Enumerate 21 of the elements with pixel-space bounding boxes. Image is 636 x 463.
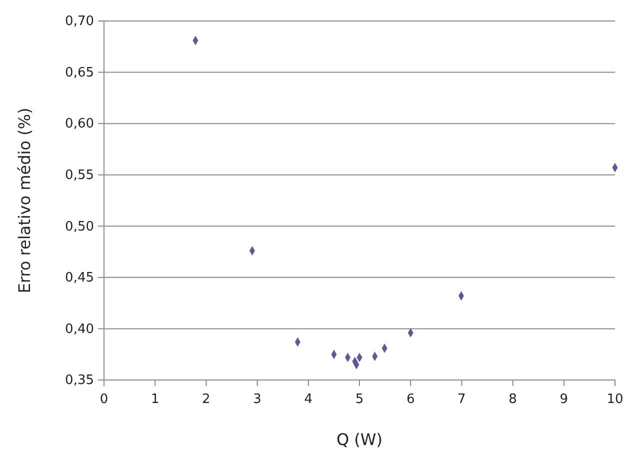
x-tick-label: 0 <box>100 392 108 408</box>
y-tick-label: 0,35 <box>65 373 94 388</box>
x-tick-label: 5 <box>355 392 364 408</box>
y-tick-label: 0,40 <box>65 322 94 337</box>
x-tick-label: 9 <box>560 392 568 408</box>
x-tick-label: 3 <box>253 392 262 408</box>
x-tick-label: 7 <box>458 392 466 408</box>
y-tick-label: 0,65 <box>65 65 94 80</box>
x-tick-label: 4 <box>304 392 313 408</box>
x-tick-label: 8 <box>508 392 517 408</box>
x-axis-title: Q (W) <box>336 430 382 449</box>
y-tick-label: 0,70 <box>65 14 94 30</box>
x-tick-label: 10 <box>606 392 624 408</box>
y-tick-label: 0,60 <box>65 116 94 132</box>
x-tick-label: 1 <box>150 392 160 408</box>
y-tick-label: 0,55 <box>65 168 94 184</box>
y-tick-label: 0,45 <box>65 270 94 286</box>
x-tick-label: 2 <box>202 392 210 408</box>
x-tick-label: 6 <box>406 392 415 408</box>
y-axis-title: Erro relativo médio (%) <box>15 108 34 294</box>
y-tick-label: 0,50 <box>65 219 94 234</box>
